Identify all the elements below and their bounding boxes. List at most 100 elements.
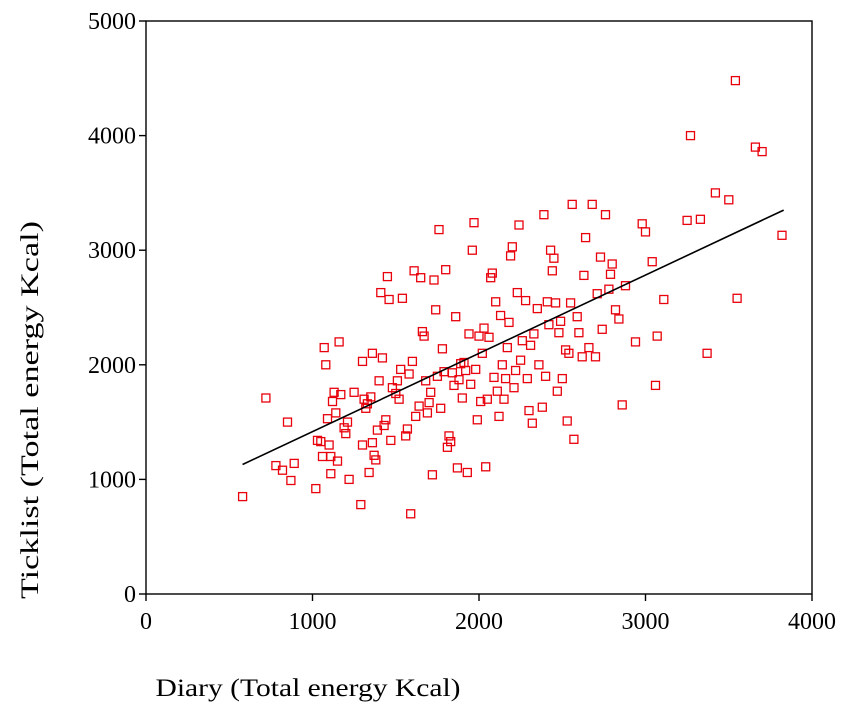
data-point xyxy=(499,394,509,404)
data-point xyxy=(542,297,552,307)
data-point xyxy=(322,414,333,424)
data-point xyxy=(431,305,441,315)
data-point xyxy=(449,380,459,391)
data-point xyxy=(341,428,351,439)
data-point xyxy=(349,387,359,397)
data-point xyxy=(509,383,519,393)
data-point xyxy=(547,266,557,276)
data-point xyxy=(407,356,418,367)
data-point xyxy=(607,259,617,269)
data-point xyxy=(494,411,504,422)
data-point xyxy=(434,224,444,235)
data-point xyxy=(422,408,433,418)
data-point xyxy=(510,365,521,376)
data-point xyxy=(757,146,767,157)
y-tick-label: 0 xyxy=(124,582,136,608)
data-point xyxy=(710,188,721,198)
data-point xyxy=(695,214,706,224)
data-point xyxy=(507,242,517,252)
data-point xyxy=(342,417,353,427)
data-point xyxy=(319,342,329,353)
data-point xyxy=(367,348,378,358)
data-point xyxy=(652,331,662,341)
data-point xyxy=(552,386,562,396)
data-point xyxy=(446,436,456,447)
data-point xyxy=(467,245,477,255)
data-point xyxy=(487,268,497,278)
data-point xyxy=(529,329,539,339)
data-point xyxy=(614,314,624,324)
data-point xyxy=(567,199,577,210)
data-point xyxy=(564,348,574,358)
data-point xyxy=(482,394,492,404)
data-point xyxy=(237,491,248,502)
data-point xyxy=(550,298,561,308)
data-point xyxy=(442,442,453,452)
data-point xyxy=(505,251,516,261)
data-point xyxy=(481,462,491,472)
data-point xyxy=(367,438,378,448)
data-point xyxy=(532,303,542,314)
data-point xyxy=(424,397,434,408)
data-point xyxy=(637,219,647,229)
data-point xyxy=(327,396,338,407)
data-point xyxy=(702,348,712,358)
data-point xyxy=(402,424,413,434)
data-point xyxy=(261,393,271,403)
data-point xyxy=(447,368,458,378)
data-point xyxy=(491,297,501,307)
data-point xyxy=(427,470,438,480)
data-point xyxy=(277,465,288,475)
data-point xyxy=(457,393,467,403)
data-point xyxy=(574,328,584,338)
data-point xyxy=(610,305,621,315)
data-point xyxy=(462,467,472,478)
data-point xyxy=(504,317,514,328)
data-point xyxy=(416,273,426,283)
data-point xyxy=(426,387,436,397)
data-point xyxy=(682,215,692,226)
data-point xyxy=(409,266,419,276)
data-point xyxy=(525,340,536,350)
data-point xyxy=(469,218,479,228)
data-point xyxy=(371,455,381,465)
data-point xyxy=(379,420,389,431)
x-axis-label: Diary (Total energy Kcal) xyxy=(156,675,461,702)
x-tick-label: 0 xyxy=(140,609,152,635)
y-tick-label: 5000 xyxy=(88,9,136,35)
data-point xyxy=(527,418,537,428)
data-point xyxy=(289,458,299,469)
data-point xyxy=(569,434,579,444)
data-point xyxy=(514,220,524,230)
data-point xyxy=(522,373,532,384)
data-point xyxy=(381,415,391,425)
data-point xyxy=(386,435,396,446)
data-point xyxy=(336,389,346,400)
data-point xyxy=(429,275,439,285)
data-point xyxy=(414,401,424,411)
data-point xyxy=(590,352,601,362)
data-point xyxy=(732,293,742,303)
data-point xyxy=(317,451,328,462)
data-point xyxy=(512,287,522,298)
data-point xyxy=(476,396,486,407)
data-point xyxy=(394,394,404,404)
y-tick-label: 1000 xyxy=(88,467,136,493)
data-point xyxy=(452,463,463,473)
data-point xyxy=(392,376,403,386)
data-point xyxy=(484,332,494,342)
data-point xyxy=(344,474,354,485)
data-point xyxy=(500,373,511,384)
data-point xyxy=(630,337,641,347)
data-point xyxy=(562,416,572,426)
x-tick-label: 2000 xyxy=(455,609,503,635)
data-point xyxy=(479,323,489,333)
data-point xyxy=(466,379,476,389)
data-point xyxy=(545,245,556,255)
data-point xyxy=(366,392,376,402)
data-point xyxy=(524,405,534,416)
data-point xyxy=(724,195,734,205)
data-point xyxy=(647,257,657,267)
data-point xyxy=(474,331,484,341)
